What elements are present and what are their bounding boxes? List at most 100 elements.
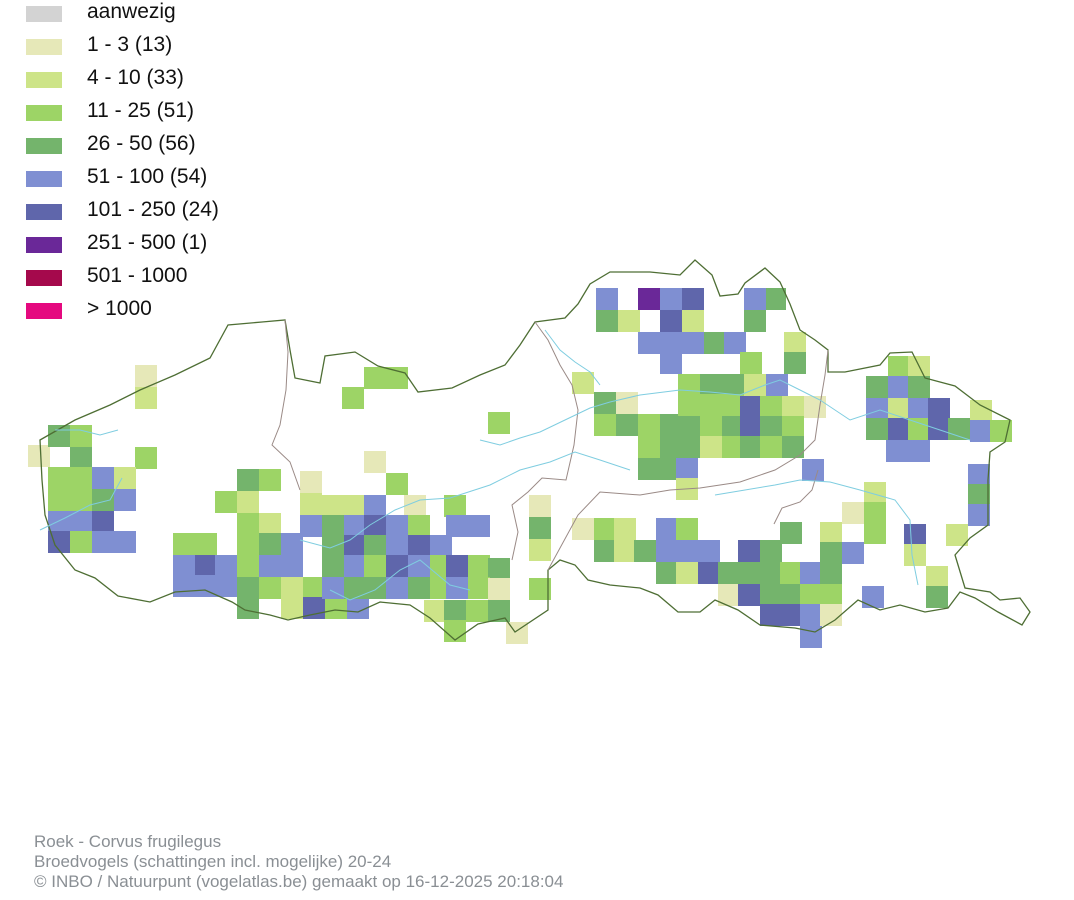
grid-cell <box>926 566 948 588</box>
grid-cell <box>322 515 344 537</box>
grid-cell <box>740 416 762 438</box>
grid-cell <box>760 584 782 606</box>
grid-cell <box>70 425 92 447</box>
legend-label: 501 - 1000 <box>87 264 188 287</box>
grid-cell <box>70 531 92 553</box>
grid-cell <box>614 518 636 540</box>
grid-cell <box>386 577 408 599</box>
grid-cell <box>780 604 802 626</box>
grid-cell <box>344 555 366 577</box>
grid-cells <box>28 288 1012 648</box>
grid-cell <box>92 511 114 533</box>
region-border <box>39 259 1031 641</box>
grid-cell <box>344 515 366 537</box>
grid-cell <box>638 414 660 436</box>
grid-cell <box>364 495 386 517</box>
grid-cell <box>300 515 322 537</box>
grid-cell <box>780 522 802 544</box>
grid-cell <box>698 562 720 584</box>
grid-cell <box>430 535 452 557</box>
legend-swatch <box>26 105 62 121</box>
grid-cell <box>614 540 636 562</box>
legend-item: 26 - 50 (56) <box>26 132 326 156</box>
legend-item: 101 - 250 (24) <box>26 198 326 222</box>
grid-cell <box>48 489 70 511</box>
grid-cell <box>722 394 744 416</box>
grid-cell <box>281 597 303 619</box>
legend-swatch <box>26 270 62 286</box>
grid-cell <box>888 418 910 440</box>
legend-swatch <box>26 237 62 253</box>
grid-cell <box>322 577 344 599</box>
grid-cell <box>488 600 510 622</box>
grid-cell <box>281 533 303 555</box>
grid-cell <box>656 540 678 562</box>
legend-swatch <box>26 39 62 55</box>
grid-cell <box>724 332 746 354</box>
grid-cell <box>676 540 698 562</box>
grid-cell <box>303 577 325 599</box>
grid-cell <box>322 555 344 577</box>
grid-cell <box>48 511 70 533</box>
grid-cell <box>764 288 786 310</box>
grid-cell <box>70 467 92 489</box>
grid-cell <box>738 562 760 584</box>
grid-cell <box>488 578 510 600</box>
grid-cell <box>766 374 788 396</box>
legend-item: > 1000 <box>26 297 326 321</box>
grid-cell <box>760 540 782 562</box>
legend-item: 4 - 10 (33) <box>26 66 326 90</box>
grid-cell <box>466 600 488 622</box>
grid-cell <box>866 376 888 398</box>
legend-label: 251 - 500 (1) <box>87 231 208 254</box>
grid-cell <box>259 533 281 555</box>
grid-cell <box>760 436 782 458</box>
grid-cell <box>888 356 910 378</box>
grid-cell <box>446 577 468 599</box>
grid-cell <box>676 518 698 540</box>
grid-cell <box>740 396 762 418</box>
grid-cell <box>364 367 386 389</box>
grid-cell <box>660 332 682 354</box>
grid-cell <box>678 394 700 416</box>
grid-cell <box>970 420 992 442</box>
grid-cell <box>446 515 468 537</box>
grid-cell <box>468 515 490 537</box>
grid-cell <box>744 374 766 396</box>
grid-cell <box>722 416 744 438</box>
legend-label: aanwezig <box>87 0 176 23</box>
grid-cell <box>616 392 638 414</box>
grid-cell <box>92 467 114 489</box>
grid-cell <box>660 414 682 436</box>
grid-cell <box>682 436 704 458</box>
legend-label: 26 - 50 (56) <box>87 132 196 155</box>
grid-cell <box>408 535 430 557</box>
grid-cell <box>820 542 842 564</box>
grid-cell <box>618 310 640 332</box>
grid-cell <box>135 447 157 469</box>
grid-cell <box>722 374 744 396</box>
species-title: Roek - Corvus frugilegus <box>34 832 222 851</box>
grid-cell <box>682 414 704 436</box>
grid-cell <box>300 493 322 515</box>
legend-item: 51 - 100 (54) <box>26 165 326 189</box>
grid-cell <box>782 416 804 438</box>
grid-cell <box>970 400 992 422</box>
grid-cell <box>237 577 259 599</box>
grid-cell <box>780 584 802 606</box>
grid-cell <box>682 288 704 310</box>
grid-cell <box>744 310 766 332</box>
grid-cell <box>700 374 722 396</box>
grid-cell <box>784 352 806 374</box>
grid-cell <box>656 562 678 584</box>
grid-cell <box>114 489 136 511</box>
grid-cell <box>820 522 842 544</box>
grid-cell <box>682 310 704 332</box>
grid-cell <box>638 288 660 310</box>
grid-cell <box>968 464 990 486</box>
grid-cell <box>237 555 259 577</box>
grid-cell <box>48 425 70 447</box>
grid-cell <box>594 414 616 436</box>
grid-cell <box>386 535 408 557</box>
grid-cell <box>864 522 886 544</box>
